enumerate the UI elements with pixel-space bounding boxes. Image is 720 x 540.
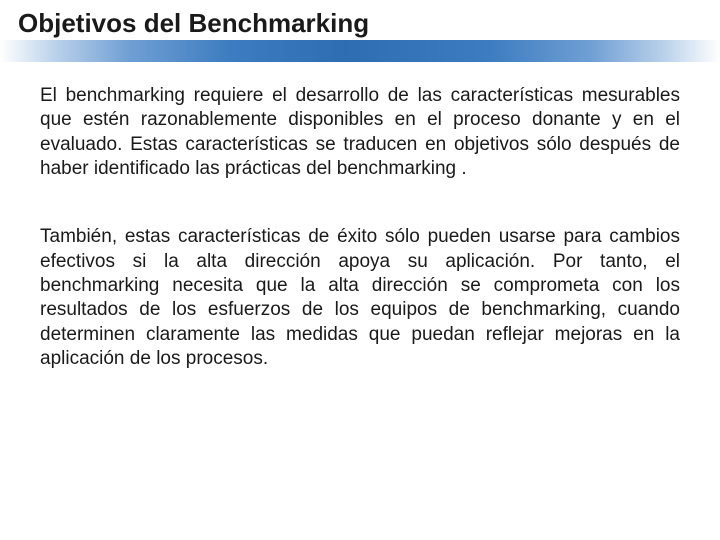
header-gradient-bar (0, 40, 720, 62)
slide-title: Objetivos del Benchmarking (18, 8, 369, 39)
paragraph-1: El benchmarking requiere el desarrollo d… (40, 84, 680, 181)
paragraph-2: También, estas características de éxito … (40, 225, 680, 371)
slide-content: El benchmarking requiere el desarrollo d… (0, 62, 720, 371)
slide-header: Objetivos del Benchmarking (0, 0, 720, 62)
